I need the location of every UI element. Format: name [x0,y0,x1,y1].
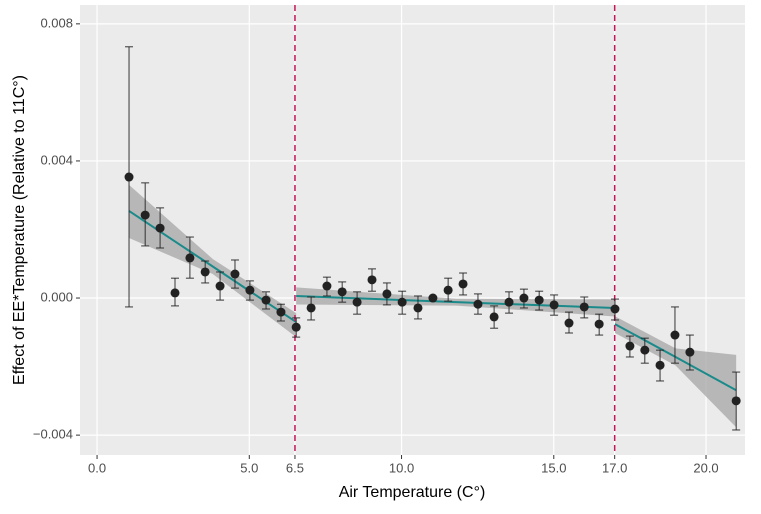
y-tick-label: −0.004 [33,427,73,442]
point [625,341,635,351]
point [549,300,559,310]
point [397,297,407,307]
point [731,396,741,406]
point [245,285,255,295]
x-tick-label: 20.0 [693,460,718,475]
y-axis-title: Effect of EE*Temperature (Relative to 11… [11,75,28,385]
point [185,253,195,263]
point [610,304,620,314]
point [489,312,499,322]
x-tick-label: 17.0 [602,460,627,475]
point [504,297,514,307]
x-tick-label: 15.0 [541,460,566,475]
point [367,275,377,285]
confidence-ribbon [129,184,297,338]
y-tick-label: 0.008 [40,15,73,30]
y-tick-label: 0.004 [40,152,73,167]
point [458,279,468,289]
point [579,302,589,312]
point [534,295,544,305]
point [519,293,529,303]
point [230,269,240,279]
point [276,307,286,317]
panel [80,5,745,455]
point [443,285,453,295]
point [428,293,438,303]
point [655,360,665,370]
point [291,322,301,332]
point [382,289,392,299]
x-tick-label: 10.0 [389,460,414,475]
point [170,288,180,298]
point [594,319,604,329]
point [200,267,210,277]
point [670,330,680,340]
point [413,303,423,313]
point [640,345,650,355]
point [564,318,574,328]
x-tick-label: 5.0 [240,460,258,475]
x-tick-label: 6.5 [286,460,304,475]
point [473,299,483,309]
confidence-ribbon [614,316,737,428]
point [215,281,225,291]
point [155,223,165,233]
fit-line [296,294,616,309]
x-tick-label: 0.0 [88,460,106,475]
point [124,172,134,182]
x-axis-title: Air Temperature (C°) [339,484,486,501]
point [140,210,150,220]
y-tick-label: 0.000 [40,289,73,304]
point [322,281,332,291]
point [261,295,271,305]
fit-line [614,323,737,392]
point [352,297,362,307]
point [685,347,695,357]
point [306,303,316,313]
point [337,287,347,297]
